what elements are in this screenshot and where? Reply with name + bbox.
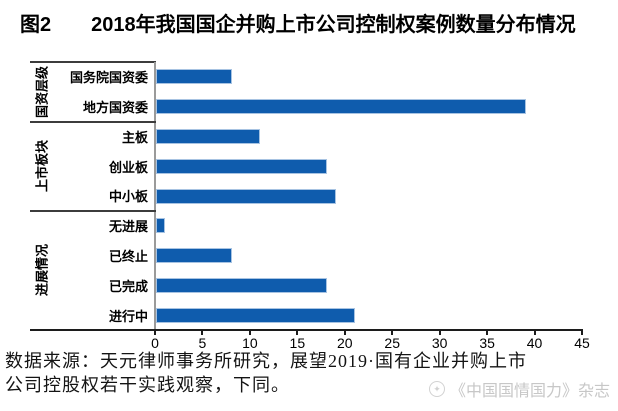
bar [156, 277, 327, 293]
group-separator-line [30, 209, 156, 212]
x-axis-tick-label: 0 [151, 335, 159, 351]
x-axis-tick [296, 329, 299, 335]
x-axis-tick-label: 15 [289, 335, 306, 351]
x-axis-tick-label: 25 [384, 335, 400, 351]
x-axis-tick [201, 329, 204, 335]
x-axis-tick [391, 329, 394, 335]
bar [156, 158, 327, 174]
magazine-logo-icon: ✦ [428, 381, 445, 397]
source-note-line2: 公司控股权若干实践观察，下同。 [5, 375, 290, 395]
x-axis-tick-label: 40 [526, 335, 543, 351]
x-axis-tick-label: 45 [574, 335, 590, 351]
figure-title: 2018年我国国企并购上市公司控制权案例数量分布情况 [91, 14, 576, 36]
x-axis-tick [438, 329, 441, 335]
category-label: 已完成 [108, 278, 148, 294]
bar [156, 218, 166, 234]
source-note-line1: 数据来源：天元律师事务所研究，展望2019·国有企业并购上市 [5, 351, 527, 371]
source-note: 数据来源：天元律师事务所研究，展望2019·国有企业并购上市 公司控股权若干实践… [5, 349, 527, 397]
bar [156, 307, 356, 323]
category-label: 主板 [121, 129, 148, 145]
x-axis-tick [248, 329, 251, 335]
watermark-text: 《中国国情国力》杂志 [449, 383, 610, 400]
x-axis-line [30, 329, 583, 331]
x-axis-tick [343, 329, 346, 335]
bar [156, 248, 232, 264]
x-axis-tick [533, 329, 536, 335]
x-axis-tick [486, 329, 489, 335]
x-axis-tick-label: 5 [198, 335, 207, 351]
figure-number: 图2 [20, 14, 52, 36]
bar [156, 99, 527, 115]
category-axis-line [154, 62, 156, 330]
group-separator-line [30, 120, 156, 123]
bar [156, 69, 232, 85]
bar [156, 188, 337, 204]
x-axis-tick-label: 35 [479, 335, 495, 351]
x-axis-tick-label: 10 [242, 335, 258, 351]
bar [156, 128, 261, 144]
category-label: 无进展 [108, 219, 148, 235]
category-label: 国务院国资委 [69, 70, 148, 86]
category-label: 进行中 [108, 308, 148, 324]
category-label: 中小板 [108, 189, 148, 205]
watermark: ✦ 《中国国情国力》杂志 [428, 377, 610, 401]
category-label: 地方国资委 [82, 100, 148, 116]
x-axis-tick [154, 329, 156, 335]
category-label: 已终止 [108, 249, 148, 265]
category-label: 创业板 [108, 159, 148, 175]
x-axis-tick [581, 329, 583, 335]
x-axis-tick-label: 30 [431, 335, 448, 351]
chart-top-border [30, 61, 156, 63]
figure-title-row: 图2 2018年我国国企并购上市公司控制权案例数量分布情况 [20, 8, 610, 37]
x-axis-tick-label: 20 [336, 335, 353, 351]
